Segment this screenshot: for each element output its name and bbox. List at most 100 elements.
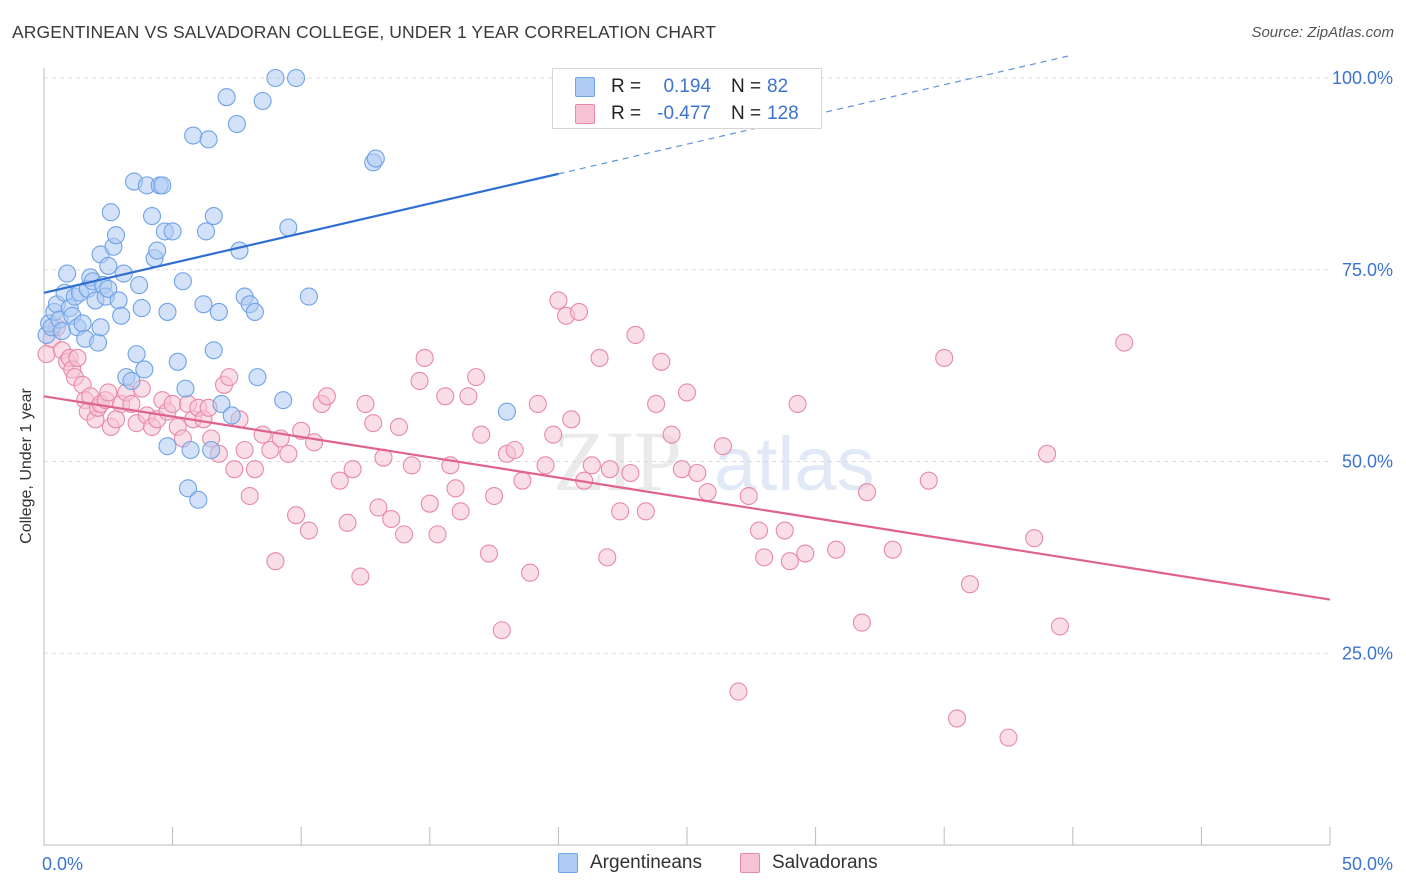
salvadoran-point bbox=[428, 525, 447, 544]
salvadoran-point bbox=[253, 425, 272, 444]
argentinean-point bbox=[194, 295, 213, 314]
legend-row-salvadorans: R = -0.477 N = 128 bbox=[553, 101, 821, 127]
argentinean-point bbox=[112, 306, 131, 325]
argentinean-point bbox=[222, 406, 241, 425]
correlation-legend: R = 0.194 N = 82 R = -0.477 N = 128 bbox=[552, 68, 822, 129]
argentinean-point bbox=[106, 226, 126, 245]
salvadoran-point bbox=[636, 502, 655, 521]
argentinean-point bbox=[212, 394, 231, 414]
salvadoran-point bbox=[621, 463, 640, 483]
salvadoran-point bbox=[513, 471, 532, 490]
y-tick-label: 50.0% bbox=[1342, 452, 1393, 472]
argentinean-point bbox=[245, 302, 264, 321]
salvadoran-point bbox=[647, 394, 666, 414]
salvadoran-point bbox=[948, 709, 967, 728]
salvadoran-point bbox=[544, 425, 563, 444]
salvadorans-legend-swatch bbox=[740, 853, 760, 873]
salvadoran-point bbox=[451, 502, 470, 521]
salvadoran-point bbox=[369, 498, 388, 517]
legend-row-argentineans: R = 0.194 N = 82 bbox=[553, 74, 821, 100]
argentinean-point bbox=[287, 68, 306, 88]
salvadoran-point bbox=[356, 394, 375, 414]
argentinean-point bbox=[122, 371, 141, 391]
argentineans-points bbox=[37, 68, 517, 509]
salvadoran-point bbox=[395, 525, 414, 544]
argentinean-point bbox=[73, 314, 92, 333]
salvadoran-point bbox=[600, 460, 619, 479]
salvadoran-point bbox=[672, 460, 691, 479]
salvadoran-point bbox=[292, 421, 311, 440]
salvadoran-point bbox=[492, 621, 511, 640]
salvadoran-point bbox=[562, 410, 581, 429]
argentinean-point bbox=[181, 440, 200, 460]
argentinean-point bbox=[99, 256, 118, 275]
salvadoran-point bbox=[528, 394, 547, 414]
salvadorans-points bbox=[37, 291, 1134, 747]
axes bbox=[43, 68, 1331, 846]
salvadoran-point bbox=[266, 552, 285, 571]
salvadoran-point bbox=[436, 387, 455, 406]
r-value: -0.477 bbox=[657, 103, 711, 124]
n-value: 82 bbox=[767, 76, 789, 97]
salvadoran-point bbox=[749, 521, 769, 540]
salvadoran-point bbox=[999, 728, 1018, 747]
salvadoran-point bbox=[626, 325, 645, 344]
salvadoran-point bbox=[220, 368, 239, 387]
salvadoran-point bbox=[122, 394, 141, 414]
salvadoran-point bbox=[163, 394, 182, 414]
legend-label-salvadorans: Salvadorans bbox=[772, 852, 878, 873]
argentinean-point bbox=[91, 318, 110, 337]
salvadoran-point bbox=[582, 456, 601, 475]
salvadoran-point bbox=[960, 575, 979, 594]
salvadoran-point bbox=[240, 486, 259, 506]
argentinean-point bbox=[101, 203, 120, 222]
argentinean-point bbox=[248, 368, 267, 387]
salvadoran-point bbox=[382, 509, 401, 529]
argentinean-point bbox=[199, 130, 218, 149]
watermark-atlas: atlas bbox=[714, 422, 875, 507]
salvadoran-point bbox=[37, 345, 56, 364]
argentinean-point bbox=[227, 114, 246, 134]
salvadoran-point bbox=[788, 394, 807, 414]
salvadoran-point bbox=[677, 383, 697, 402]
salvadoran-point bbox=[446, 479, 465, 498]
salvadoran-point bbox=[569, 302, 589, 321]
salvadoran-point bbox=[364, 414, 383, 433]
argentinean-point bbox=[266, 68, 285, 88]
salvadoran-point bbox=[330, 471, 349, 490]
salvadoran-point bbox=[549, 291, 568, 310]
argentinean-point bbox=[158, 437, 177, 456]
salvadorans-swatch bbox=[575, 104, 595, 124]
salvadoran-point bbox=[852, 613, 871, 632]
salvadoran-point bbox=[775, 521, 794, 540]
tick-labels: 100.0% 75.0% 50.0% 25.0% 0.0% 50.0% bbox=[42, 68, 1393, 874]
argentinean-point bbox=[217, 88, 236, 107]
salvadoran-point bbox=[235, 440, 254, 460]
argentinean-point bbox=[204, 207, 223, 226]
salvadoran-point bbox=[1115, 333, 1134, 352]
salvadoran-point bbox=[68, 348, 87, 368]
argentinean-point bbox=[173, 272, 192, 291]
argentinean-point bbox=[204, 341, 223, 360]
argentinean-point bbox=[274, 391, 293, 410]
argentineans-swatch bbox=[575, 77, 595, 97]
salvadoran-point bbox=[106, 410, 126, 429]
r-label: R = bbox=[611, 103, 642, 124]
n-label: N = bbox=[731, 103, 762, 124]
argentinean-point bbox=[132, 299, 151, 318]
salvadoran-point bbox=[698, 483, 717, 502]
salvadoran-point bbox=[459, 387, 478, 406]
salvadoran-point bbox=[505, 440, 524, 460]
salvadoran-point bbox=[99, 383, 118, 402]
salvadoran-point bbox=[420, 494, 439, 513]
salvadoran-point bbox=[261, 440, 280, 460]
salvadoran-point bbox=[713, 437, 733, 456]
salvadoran-point bbox=[780, 552, 799, 571]
salvadoran-point bbox=[225, 460, 244, 479]
y-tick-label: 25.0% bbox=[1342, 643, 1393, 663]
salvadoran-point bbox=[279, 444, 298, 463]
salvadoran-point bbox=[389, 417, 408, 437]
argentinean-point bbox=[299, 287, 318, 306]
argentinean-point bbox=[196, 222, 216, 241]
salvadoran-point bbox=[245, 460, 264, 479]
